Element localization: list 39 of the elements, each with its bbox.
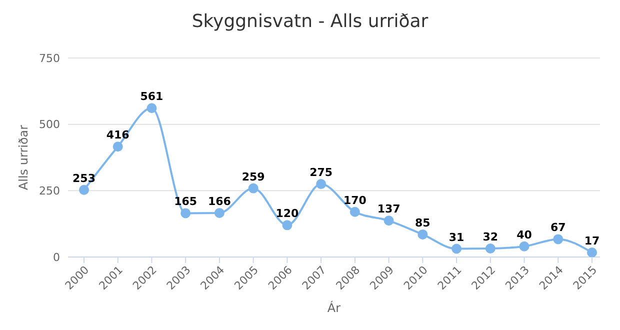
data-label: 32 bbox=[482, 230, 498, 244]
point bbox=[350, 206, 360, 217]
point bbox=[587, 247, 597, 257]
data-label: 166 bbox=[208, 194, 232, 208]
data-label: 416 bbox=[106, 128, 130, 142]
data-label: 561 bbox=[140, 90, 164, 104]
point bbox=[79, 184, 89, 195]
data-label: 67 bbox=[550, 221, 566, 234]
data-label: 170 bbox=[343, 194, 367, 207]
point bbox=[214, 208, 224, 218]
chart-title: Skyggnisvatn - Alls urriðar bbox=[190, 10, 430, 34]
y-axis-title: Alls urriðar bbox=[16, 124, 30, 190]
data-label: 31 bbox=[448, 230, 464, 244]
point bbox=[553, 234, 564, 244]
x-axis-title: Ár bbox=[327, 300, 341, 315]
y-tick-label: 250 bbox=[39, 184, 60, 198]
data-label: 253 bbox=[72, 172, 96, 185]
point bbox=[146, 103, 157, 114]
point bbox=[316, 179, 326, 190]
data-label: 137 bbox=[377, 202, 400, 216]
point bbox=[452, 244, 462, 254]
point bbox=[248, 183, 258, 194]
y-tick-label: 0 bbox=[53, 250, 60, 264]
data-label: 40 bbox=[516, 228, 532, 242]
point bbox=[180, 208, 191, 218]
point bbox=[485, 244, 496, 254]
point bbox=[384, 216, 394, 226]
data-label: 17 bbox=[584, 234, 600, 248]
y-tick-label: 500 bbox=[39, 118, 60, 132]
data-label: 165 bbox=[174, 195, 198, 208]
point bbox=[519, 241, 530, 252]
y-tick-label: 750 bbox=[39, 52, 60, 65]
point bbox=[418, 229, 428, 240]
data-label: 85 bbox=[415, 216, 430, 230]
point bbox=[282, 220, 292, 230]
point bbox=[112, 142, 123, 152]
data-label: 120 bbox=[276, 207, 300, 220]
data-label: 275 bbox=[310, 166, 333, 180]
data-label: 259 bbox=[242, 170, 265, 184]
